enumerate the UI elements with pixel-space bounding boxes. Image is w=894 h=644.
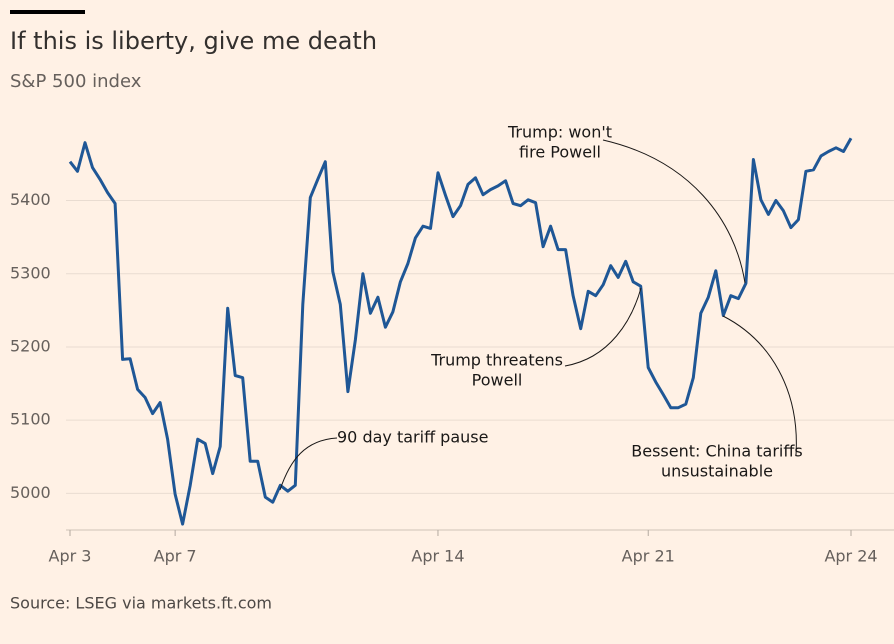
annotation: 90 day tariff pause (337, 428, 488, 447)
annotation: Powell (472, 371, 523, 390)
annotation: Bessent: China tariffs (631, 442, 802, 461)
source: Source: LSEG via markets.ft.com (10, 594, 272, 613)
annotation: fire Powell (519, 143, 601, 162)
leader (602, 139, 746, 284)
x-tick-label: Apr 7 (154, 547, 197, 566)
annotation: Trump threatens (430, 351, 563, 370)
y-tick-label: 5400 (10, 190, 51, 209)
leader (564, 287, 642, 367)
grid: 5000 5100 5200 5300 5400 Apr 3 Apr 7 Apr 14 Apr … (10, 190, 894, 566)
chart-subtitle: S&P 500 index (10, 71, 142, 92)
leader (722, 315, 797, 456)
annotation: unsustainable (661, 462, 773, 481)
annotation: Trump: won't (507, 123, 612, 142)
x-tick-label: Apr 3 (49, 547, 92, 566)
x-tick-label: Apr 21 (622, 547, 675, 566)
title-bar (10, 10, 85, 14)
y-tick-label: 5100 (10, 410, 51, 429)
x-tick-label: Apr 14 (411, 547, 464, 566)
y-tick-label: 5000 (10, 483, 51, 502)
series-line (68, 137, 853, 526)
leader (279, 437, 338, 491)
annotations: 90 day tariff pause Trump threatens Powe… (279, 123, 803, 491)
chart-title: If this is liberty, give me death (10, 27, 377, 55)
y-tick-label: 5300 (10, 263, 51, 282)
plot (68, 137, 853, 526)
y-tick-label: 5200 (10, 336, 51, 355)
x-tick-label: Apr 24 (824, 547, 877, 566)
